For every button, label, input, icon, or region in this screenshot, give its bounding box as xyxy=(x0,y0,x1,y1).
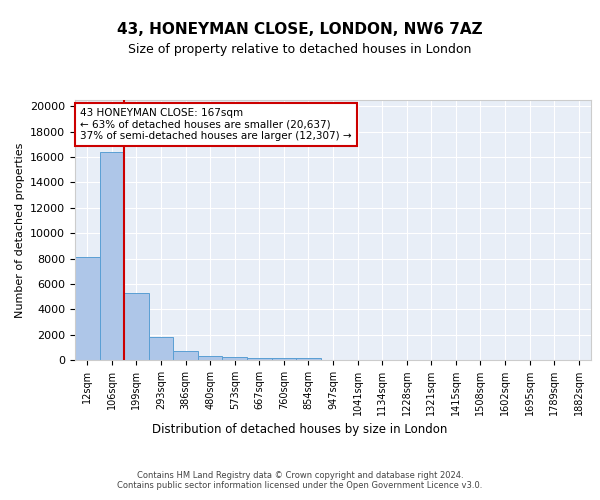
Text: Contains HM Land Registry data © Crown copyright and database right 2024.
Contai: Contains HM Land Registry data © Crown c… xyxy=(118,470,482,490)
Bar xyxy=(223,357,247,360)
Bar xyxy=(75,258,100,360)
Bar xyxy=(272,358,296,360)
Bar xyxy=(100,152,124,360)
Text: Size of property relative to detached houses in London: Size of property relative to detached ho… xyxy=(128,42,472,56)
Bar xyxy=(247,358,272,360)
Text: Distribution of detached houses by size in London: Distribution of detached houses by size … xyxy=(152,422,448,436)
Bar xyxy=(149,336,173,360)
Text: 43 HONEYMAN CLOSE: 167sqm
← 63% of detached houses are smaller (20,637)
37% of s: 43 HONEYMAN CLOSE: 167sqm ← 63% of detac… xyxy=(80,108,352,141)
Bar xyxy=(173,351,198,360)
Bar xyxy=(296,358,321,360)
Bar xyxy=(198,356,223,360)
Bar xyxy=(124,293,149,360)
Text: 43, HONEYMAN CLOSE, LONDON, NW6 7AZ: 43, HONEYMAN CLOSE, LONDON, NW6 7AZ xyxy=(117,22,483,38)
Y-axis label: Number of detached properties: Number of detached properties xyxy=(14,142,25,318)
